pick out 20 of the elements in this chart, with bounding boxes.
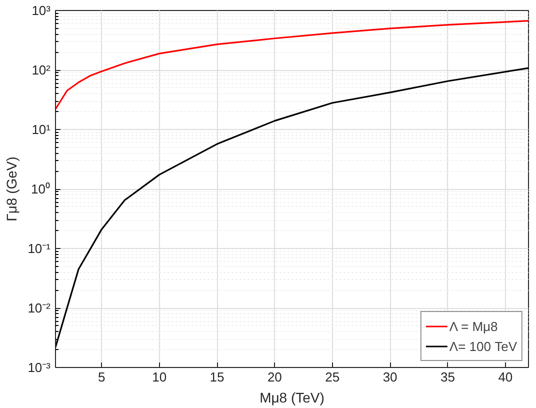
legend-label: Λ= 100 TeV (449, 338, 517, 354)
y-tick-label: 10⁻² (28, 300, 52, 316)
x-tick-label: 40 (498, 370, 513, 384)
y-tick-label: 10¹ (32, 122, 52, 137)
y-tick-label: 10⁻¹ (28, 241, 52, 256)
y-tick-label: 10⁻³ (28, 360, 52, 375)
x-tick-label: 35 (440, 370, 455, 384)
legend-label: Λ = Mμ8 (449, 318, 498, 334)
x-tick-label: 5 (98, 370, 106, 384)
x-tick-label: 20 (267, 370, 282, 384)
x-tick-label: 30 (382, 370, 398, 384)
line-series (56, 20, 528, 110)
x-tick-label: 15 (210, 370, 224, 384)
x-tick-label: 10 (152, 370, 167, 384)
x-axis-title: Mμ8 (TeV) (260, 390, 324, 406)
y-tick-label: 10⁰ (31, 182, 51, 196)
x-tick-label: 25 (325, 370, 340, 384)
y-tick-label: 10³ (32, 3, 52, 18)
y-tick-label: 10² (32, 62, 52, 78)
y-axis-title: Γμ8 (GeV) (4, 156, 20, 222)
